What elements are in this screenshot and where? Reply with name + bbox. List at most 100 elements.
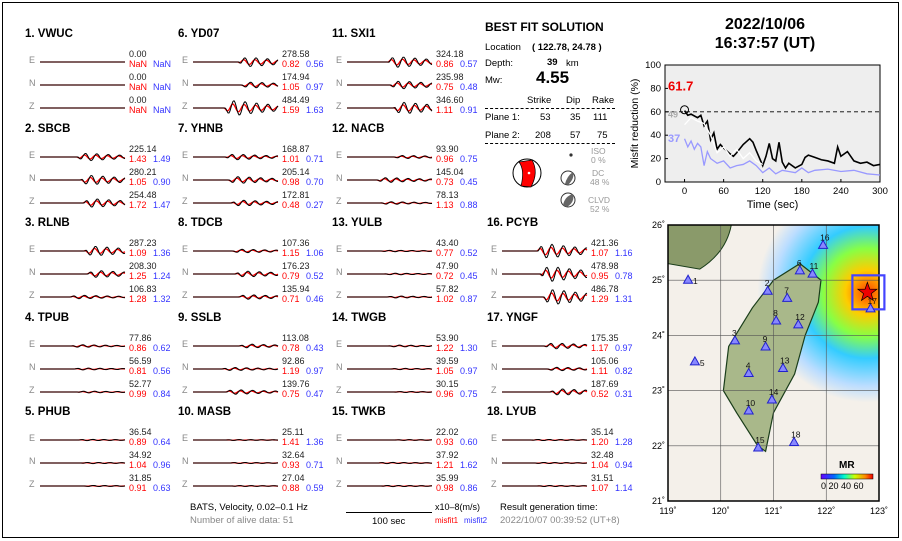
station-number: 16 bbox=[820, 232, 830, 242]
max-amplitude: 113.08 bbox=[282, 333, 309, 343]
misfit1-value: 0.91 bbox=[129, 483, 147, 493]
dc-icon bbox=[560, 170, 576, 186]
component-label: N bbox=[182, 267, 189, 277]
misfit2-value: 1.47 bbox=[153, 200, 171, 210]
station-number: 13 bbox=[780, 356, 790, 366]
component-label: N bbox=[29, 456, 36, 466]
component-label: Z bbox=[336, 385, 342, 395]
y-tick-label: 60 bbox=[650, 107, 661, 118]
max-amplitude: 31.51 bbox=[591, 473, 614, 483]
max-amplitude: 324.18 bbox=[436, 49, 464, 59]
station-panel: 17. YNGF E 175.35 1.17 0.97 N 105.06 1.1… bbox=[487, 312, 637, 402]
observed-waveform bbox=[193, 176, 279, 184]
amplitude-units: x10–8(m/s) bbox=[435, 502, 481, 512]
component-label: Z bbox=[29, 196, 35, 206]
misfit1-value: 1.21 bbox=[436, 460, 454, 470]
waveform-trace bbox=[193, 248, 279, 254]
station-panel: 2. SBCB E 225.14 1.43 1.49 N 280.21 1.05… bbox=[25, 123, 175, 213]
component-label: N bbox=[29, 78, 36, 88]
station-number: 12 bbox=[795, 312, 805, 322]
max-amplitude: 25.11 bbox=[282, 427, 304, 437]
misfit1-value: 0.82 bbox=[282, 59, 300, 69]
component-label: E bbox=[29, 150, 36, 160]
component-label: Z bbox=[182, 196, 188, 206]
mw-value: 4.55 bbox=[536, 68, 570, 87]
lat-tick-label: 25˚ bbox=[652, 275, 665, 285]
misfit1-value: 0.71 bbox=[282, 294, 300, 304]
waveform-trace bbox=[347, 56, 433, 68]
iso-icon bbox=[569, 153, 573, 157]
misfit1-value: 0.86 bbox=[436, 59, 454, 69]
station-panel: 1. VWUC E 0.00 NaN NaN N 0.00 NaN NaN Z … bbox=[25, 28, 175, 118]
waveform-trace bbox=[347, 272, 433, 276]
component-n: N 32.64 0.93 0.71 bbox=[178, 451, 328, 474]
misfit1-value: 1.15 bbox=[282, 248, 300, 258]
misfit1-value: 0.89 bbox=[129, 437, 147, 447]
waveform-trace bbox=[40, 175, 126, 185]
station-number: 15 bbox=[755, 435, 765, 445]
station-triangle-icon bbox=[865, 302, 876, 313]
max-amplitude: 139.76 bbox=[282, 379, 310, 389]
dc-label: DC bbox=[592, 168, 605, 178]
station-name: 7. YHNB bbox=[178, 123, 224, 135]
plane2-label: Plane 2: bbox=[485, 130, 520, 141]
station-name: 4. TPUB bbox=[25, 312, 70, 324]
waveform-trace bbox=[347, 295, 433, 299]
observed-waveform bbox=[347, 461, 433, 465]
y-axis-label: Misfit reduction (%) bbox=[629, 79, 641, 169]
component-e: E 93.90 0.96 0.75 bbox=[332, 145, 482, 168]
depth-label: Depth: bbox=[485, 58, 513, 69]
station-number: 14 bbox=[769, 387, 779, 397]
clvd-label: CLVD bbox=[588, 195, 611, 205]
station-number: 2 bbox=[765, 278, 770, 288]
component-label: E bbox=[336, 244, 343, 254]
misfit1-value: 0.96 bbox=[436, 154, 454, 164]
waveform-trace bbox=[347, 80, 433, 90]
misfit1-value: 0.52 bbox=[591, 389, 609, 399]
misfit2-value: 1.06 bbox=[306, 248, 324, 258]
component-n: N 205.14 0.98 0.70 bbox=[178, 168, 328, 191]
max-amplitude: 106.83 bbox=[129, 284, 157, 294]
max-amplitude: 32.64 bbox=[282, 450, 305, 460]
component-label: Z bbox=[182, 385, 188, 395]
component-label: N bbox=[336, 173, 343, 183]
station-name: 16. PCYB bbox=[487, 217, 539, 229]
station-panel: 3. RLNB E 287.23 1.09 1.36 N 208.30 1.25… bbox=[25, 217, 175, 307]
station-name: 11. SXI1 bbox=[332, 28, 376, 40]
component-label: E bbox=[182, 55, 189, 65]
observed-waveform bbox=[193, 294, 279, 300]
header-rake: Rake bbox=[592, 95, 615, 106]
waveform-trace bbox=[40, 245, 126, 256]
waveform-trace bbox=[40, 270, 126, 278]
station-triangle-icon bbox=[760, 340, 771, 351]
waveform-trace bbox=[193, 270, 279, 278]
station-triangle-icon bbox=[817, 239, 829, 249]
component-n: N 32.48 1.04 0.94 bbox=[487, 451, 637, 474]
misfit1-value: 1.09 bbox=[129, 248, 147, 258]
waveform-trace bbox=[40, 438, 126, 442]
max-amplitude: 107.36 bbox=[282, 238, 310, 248]
station-number: 8 bbox=[773, 308, 778, 318]
beachball-icon bbox=[512, 158, 542, 188]
lat-tick-label: 22˚ bbox=[652, 441, 665, 451]
observed-waveform bbox=[193, 462, 279, 465]
max-amplitude: 32.48 bbox=[591, 450, 614, 460]
component-e: E 287.23 1.09 1.36 bbox=[25, 239, 175, 262]
misfit1-value: 1.01 bbox=[282, 154, 300, 164]
misfit1-value: 1.22 bbox=[436, 343, 454, 353]
station-triangle-icon bbox=[792, 318, 804, 329]
observed-waveform bbox=[502, 461, 588, 464]
misfit2-value: NaN bbox=[153, 105, 172, 115]
waveform-trace bbox=[347, 367, 433, 371]
station-triangle-icon bbox=[766, 393, 778, 404]
station-number: 10 bbox=[746, 398, 756, 408]
mw-label: Mw: bbox=[485, 75, 503, 86]
component-label: Z bbox=[336, 290, 342, 300]
component-label: Z bbox=[29, 101, 35, 111]
misfit2-value: 0.71 bbox=[306, 460, 324, 470]
component-z: Z 30.15 0.96 0.75 bbox=[332, 380, 482, 403]
x-tick-label: 60 bbox=[718, 186, 729, 197]
y-tick-label: 20 bbox=[650, 154, 661, 165]
misfit2-value: 0.75 bbox=[460, 389, 478, 399]
misfit1-value: 1.72 bbox=[129, 200, 147, 210]
